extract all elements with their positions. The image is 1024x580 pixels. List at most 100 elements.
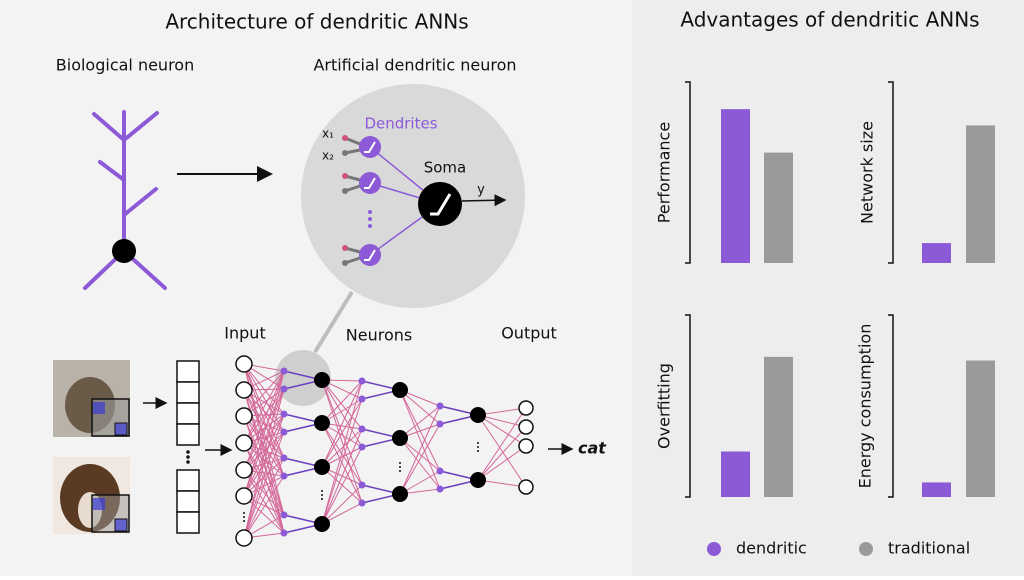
synapses (342, 135, 361, 266)
weight (399, 389, 441, 472)
weight (243, 363, 285, 433)
bar (922, 482, 951, 497)
input-node (235, 461, 253, 479)
dendrite (280, 385, 288, 393)
input-node (235, 487, 253, 505)
weight (321, 379, 363, 448)
bar (922, 243, 951, 263)
left-title: Architecture of dendritic ANNs (165, 10, 468, 34)
dendrite (358, 443, 366, 451)
weight (243, 363, 285, 459)
neurons-label: Neurons (346, 326, 412, 345)
weight (243, 457, 285, 539)
input-vector (176, 360, 200, 534)
bar (966, 125, 995, 263)
dog-image (53, 457, 130, 534)
ellipsis (399, 466, 401, 468)
weight (477, 445, 527, 481)
input-label: Input (224, 324, 265, 343)
weight (243, 413, 285, 497)
dendrite (280, 367, 288, 375)
legend-marker (707, 542, 721, 556)
weight (399, 405, 441, 439)
weight (243, 442, 285, 534)
weight (399, 405, 441, 495)
weight (243, 415, 285, 516)
output-node (518, 438, 534, 454)
weight (243, 415, 285, 534)
dendrite (280, 410, 288, 418)
neuron (470, 407, 486, 423)
bar (721, 109, 750, 264)
weight (243, 370, 285, 444)
output-label: Output (501, 324, 557, 343)
ellipsis (243, 516, 245, 518)
ellipsis (321, 490, 323, 492)
weight (321, 466, 363, 504)
output-y: y (477, 183, 485, 198)
weight (321, 422, 363, 486)
network (235, 355, 534, 547)
dendrite (358, 395, 366, 403)
input-node (235, 355, 253, 373)
weight (399, 423, 441, 495)
neuron (314, 516, 330, 532)
neuron (314, 372, 330, 388)
neuron (392, 486, 408, 502)
dendrite (280, 472, 288, 480)
dendrite (358, 481, 366, 489)
right-panel (632, 0, 1024, 576)
dendrite (280, 454, 288, 462)
weight (321, 379, 363, 504)
bio-neuron (83, 110, 167, 290)
neuron (392, 430, 408, 446)
weight (243, 388, 285, 471)
input-node (235, 407, 253, 425)
ellipsis (477, 442, 479, 444)
weight (243, 389, 285, 477)
right-title: Advantages of dendritic ANNs (680, 8, 979, 32)
input-node (235, 529, 253, 547)
weight (477, 414, 527, 428)
y-axis-label: Network size (858, 121, 877, 224)
ellipsis (399, 462, 401, 464)
dendrite (436, 402, 444, 410)
y-axis-label: Overfitting (655, 363, 674, 449)
axis-bracket (685, 314, 691, 498)
neuron (470, 472, 486, 488)
ellipsis (321, 494, 323, 496)
bar (764, 152, 793, 263)
legend-label: traditional (888, 539, 970, 558)
ellipsis (477, 450, 479, 452)
weight (321, 484, 363, 525)
weight (477, 414, 527, 488)
axis-bracket (888, 314, 894, 498)
weight (477, 414, 527, 447)
axis-bracket (685, 81, 691, 264)
weight (243, 363, 285, 415)
weight (243, 475, 285, 539)
input-x1: x₁ (322, 127, 334, 141)
input-node (235, 381, 253, 399)
weight (243, 469, 285, 534)
weight (321, 422, 363, 504)
weight (243, 415, 285, 459)
weight (243, 495, 285, 534)
dendrite (358, 425, 366, 433)
legend-label: dendritic (736, 539, 807, 558)
weight (243, 415, 285, 477)
dendrite (436, 467, 444, 475)
weight (399, 437, 441, 490)
bar (721, 451, 750, 497)
weight (243, 370, 285, 417)
ellipsis (243, 512, 245, 514)
weight (243, 457, 285, 497)
dendrites-label: Dendrites (364, 115, 437, 133)
bar (764, 356, 793, 497)
dendrite (436, 485, 444, 493)
weight (321, 380, 363, 424)
bio-soma (112, 239, 136, 263)
dendrite (358, 499, 366, 507)
dendrite (436, 420, 444, 428)
